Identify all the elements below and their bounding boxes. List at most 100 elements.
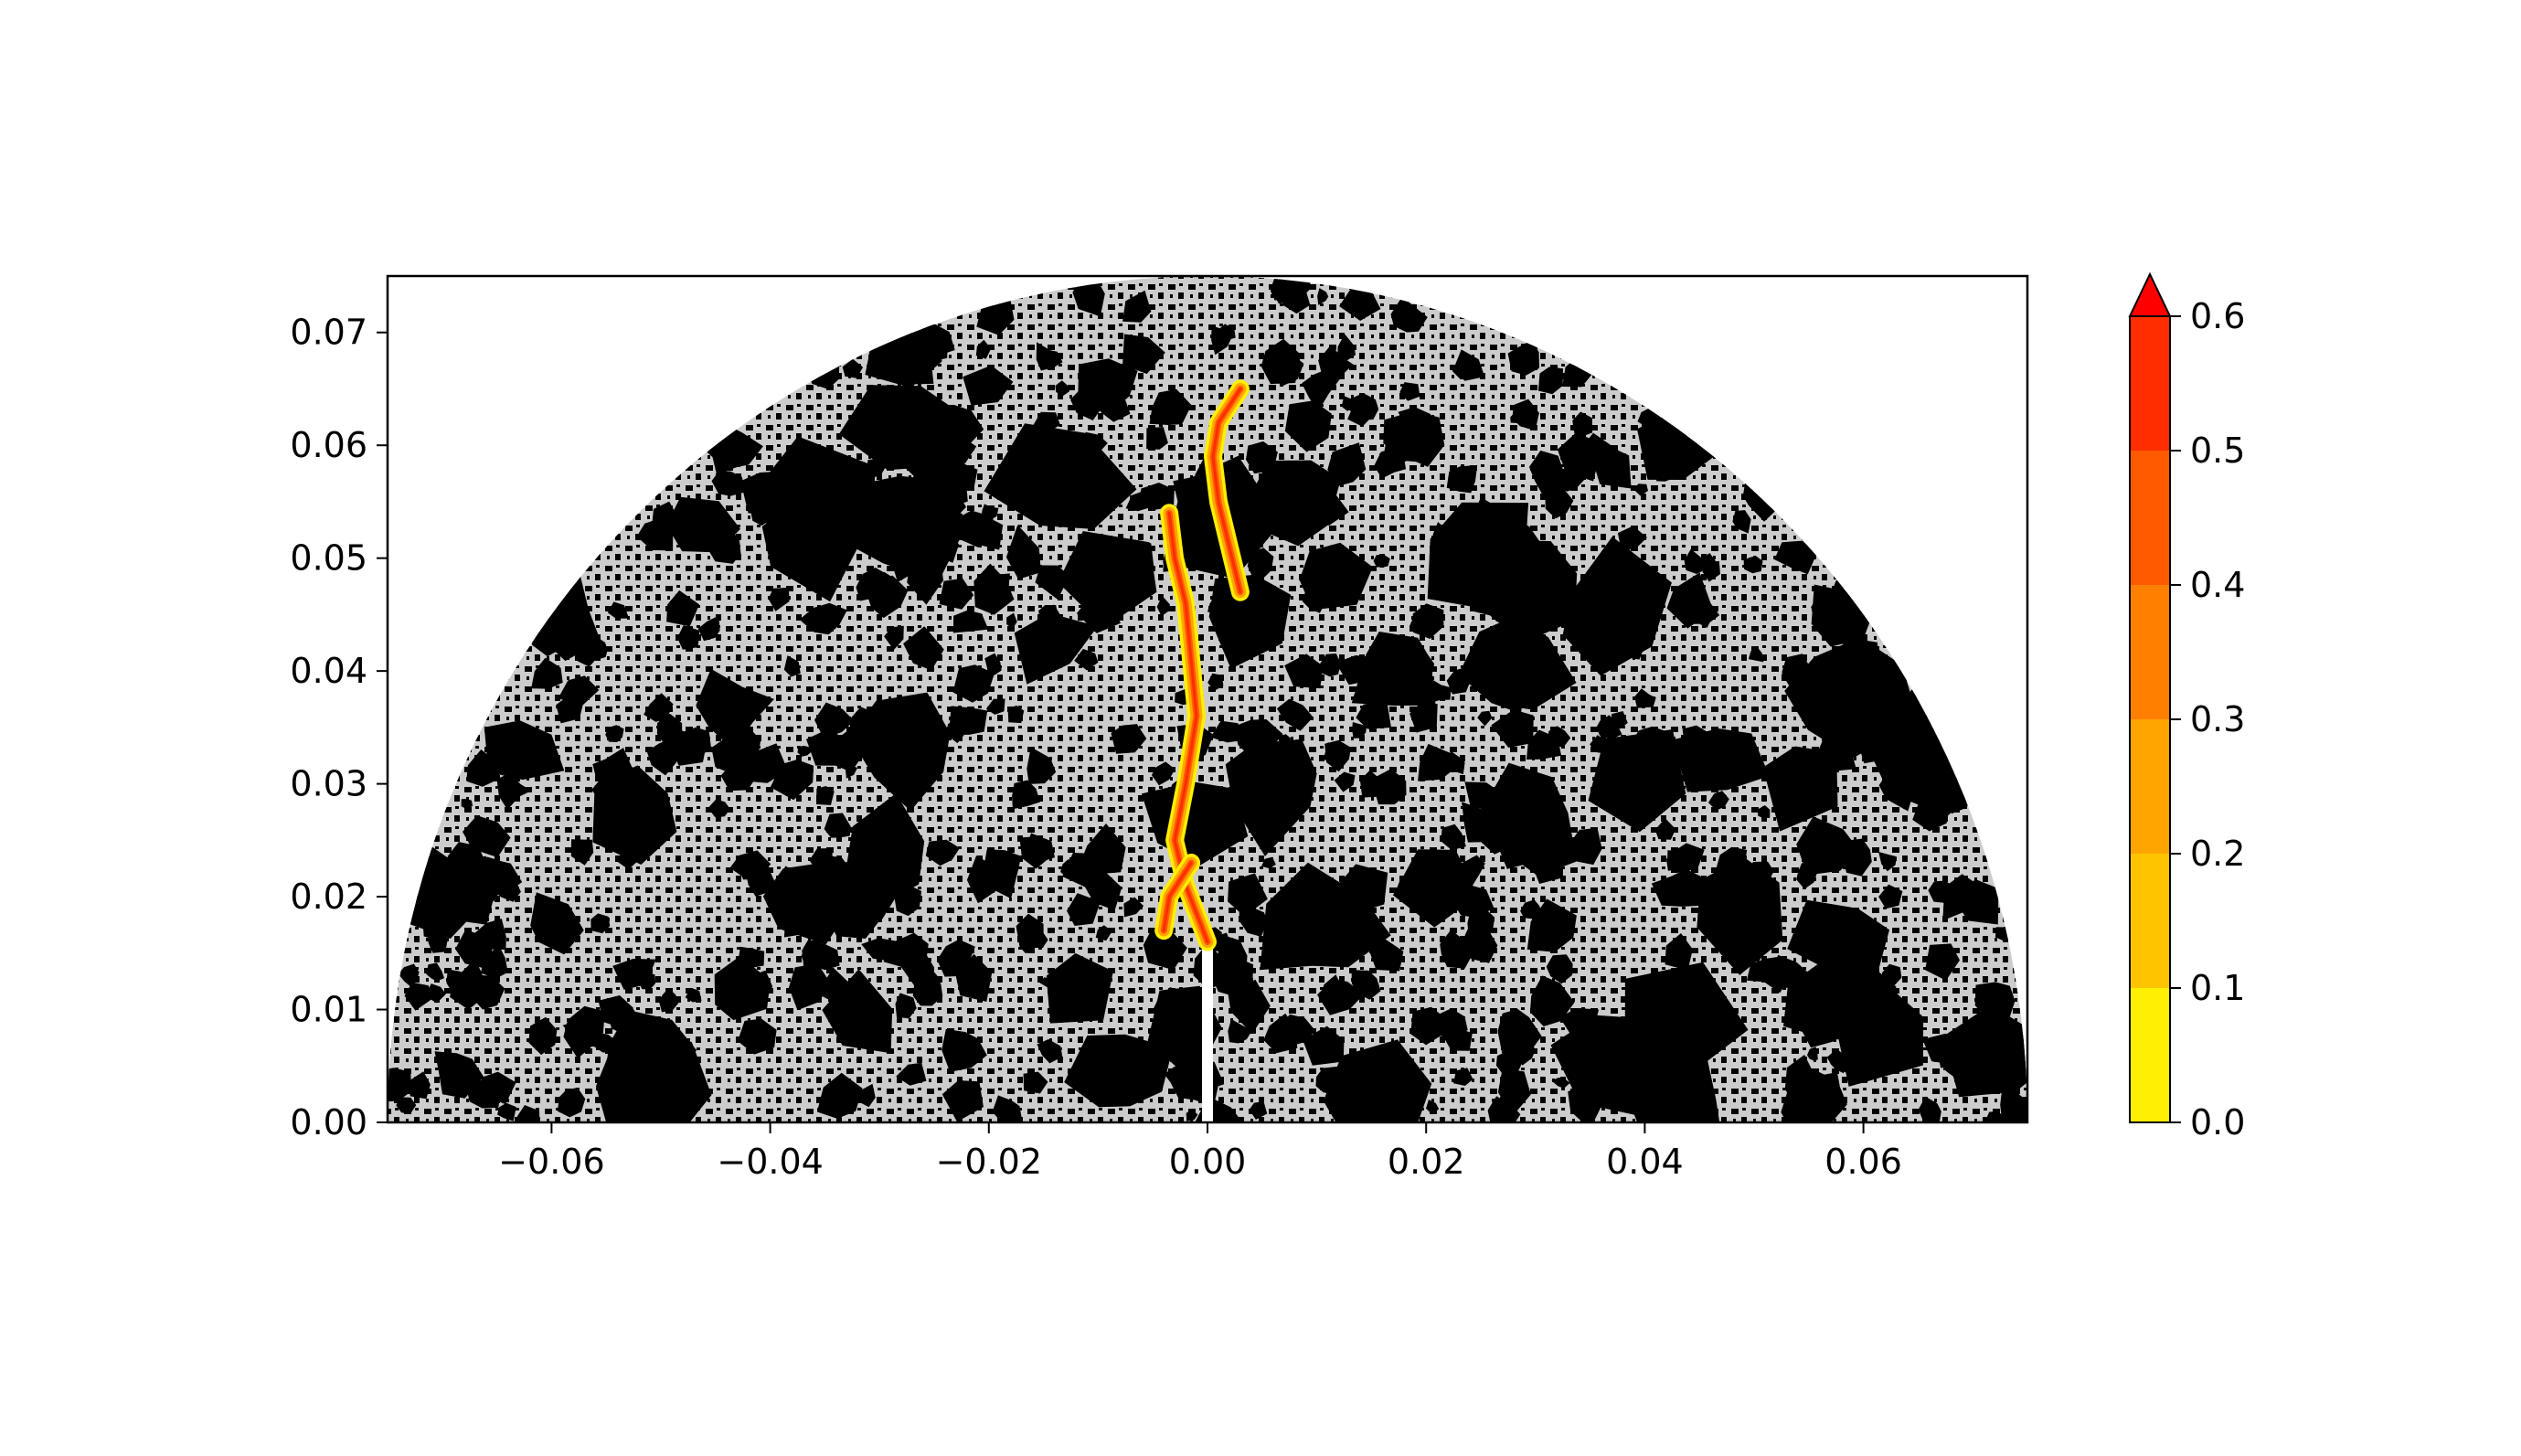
aggregate-particle bbox=[658, 988, 679, 1013]
aggregate-particle bbox=[1558, 467, 1585, 492]
aggregate-particle bbox=[1642, 1029, 1676, 1060]
aggregate-particle bbox=[1441, 824, 1466, 851]
aggregate-particle bbox=[807, 462, 827, 481]
aggregate-particle bbox=[952, 664, 995, 703]
aggregate-particle bbox=[1784, 1055, 1825, 1109]
aggregate-particle bbox=[481, 944, 508, 979]
colorbar-band bbox=[2130, 451, 2170, 585]
aggregate-particle bbox=[1035, 565, 1069, 600]
y-tick-label: 0.06 bbox=[290, 425, 367, 465]
aggregate-particle bbox=[1067, 893, 1101, 926]
aggregate-particle bbox=[1743, 556, 1763, 574]
aggregate-particle bbox=[1315, 1066, 1346, 1097]
aggregate-particle bbox=[1806, 844, 1830, 866]
aggregate-particle bbox=[446, 969, 472, 994]
aggregate-particle bbox=[1507, 340, 1539, 376]
aggregate-particle bbox=[833, 742, 860, 772]
aggregate-particle bbox=[1321, 974, 1345, 1005]
aggregate-particle bbox=[1985, 1111, 2006, 1122]
aggregate-particle bbox=[1520, 775, 1550, 801]
aggregate-particle bbox=[941, 1028, 987, 1072]
aggregate-particle bbox=[1530, 849, 1564, 884]
colorbar-band bbox=[2130, 316, 2170, 451]
aggregate-particle bbox=[1707, 791, 1729, 811]
aggregate-particle bbox=[992, 1095, 1023, 1122]
aggregate-particle bbox=[1249, 1100, 1268, 1120]
colorbar-tick-label: 0.5 bbox=[2190, 430, 2245, 471]
aggregate-particle bbox=[496, 772, 532, 810]
aggregate-particle bbox=[1617, 526, 1647, 553]
aggregate-particle bbox=[497, 1102, 516, 1121]
aggregate-particle bbox=[398, 963, 420, 988]
aggregate-particle bbox=[884, 625, 904, 651]
aggregate-particle bbox=[1867, 668, 1920, 749]
aggregate-particle bbox=[644, 693, 674, 722]
aggregate-particle bbox=[1358, 1087, 1377, 1101]
aggregate-particle bbox=[1816, 728, 1856, 772]
aggregate-particle bbox=[1023, 833, 1055, 863]
aggregate-particle bbox=[1832, 710, 1851, 731]
aggregate-particle bbox=[1487, 1096, 1521, 1122]
aggregate-particle bbox=[1432, 522, 1455, 557]
aggregate-particle bbox=[590, 913, 611, 934]
aggregate-particle bbox=[1696, 553, 1717, 569]
aggregate-particle bbox=[711, 470, 746, 496]
aggregate-particle bbox=[1351, 970, 1381, 1000]
aggregate-particle bbox=[531, 657, 563, 689]
aggregate-particle bbox=[1526, 729, 1562, 760]
y-tick-label: 0.03 bbox=[290, 764, 367, 804]
aggregate-particle bbox=[1005, 525, 1041, 579]
aggregate-particle bbox=[1409, 704, 1438, 733]
aggregate-particle bbox=[426, 962, 444, 982]
aggregate-particle bbox=[1181, 1035, 1205, 1061]
aggregate-particle bbox=[1038, 605, 1058, 628]
aggregate-particle bbox=[1367, 673, 1388, 693]
aggregate-particle bbox=[1942, 874, 1983, 921]
aggregate-particle bbox=[1247, 547, 1274, 586]
aggregate-particle bbox=[799, 602, 847, 635]
aggregate-particle bbox=[822, 969, 893, 1054]
aggregate-particle bbox=[1546, 954, 1573, 984]
aggregate-particle bbox=[797, 745, 813, 757]
aggregate-particle bbox=[1818, 940, 1861, 987]
x-tick-label: −0.06 bbox=[498, 1142, 604, 1182]
aggregate-particle bbox=[1596, 715, 1622, 740]
aggregate-particle bbox=[1390, 296, 1428, 333]
y-axis: 0.00 0.01 0.02 0.03 0.04 0.05 0.06 0.07 bbox=[290, 313, 388, 1142]
aggregate-particle bbox=[1712, 927, 1729, 949]
aggregate-particle bbox=[1035, 932, 1048, 949]
aggregate-particle bbox=[895, 993, 917, 1019]
aggregate-particle bbox=[1918, 1096, 1941, 1122]
aggregate-particle bbox=[981, 504, 999, 521]
aggregate-particle bbox=[1373, 769, 1407, 805]
crack-path-upper bbox=[1204, 379, 1250, 601]
aggregate-particle bbox=[1341, 396, 1354, 411]
aggregate-particle bbox=[1076, 595, 1121, 633]
aggregate-particle bbox=[1260, 862, 1391, 971]
aggregate-particle bbox=[1762, 746, 1838, 832]
aggregate-particle bbox=[1878, 884, 1903, 909]
aggregate-particle bbox=[461, 799, 473, 810]
x-tick-label: −0.04 bbox=[717, 1142, 823, 1182]
aggregate-particle bbox=[904, 439, 927, 462]
aggregate-particle bbox=[1228, 1018, 1252, 1044]
aggregate-particle bbox=[558, 675, 600, 706]
aggregate-particle bbox=[1537, 367, 1563, 395]
aggregate-particle bbox=[883, 932, 929, 969]
aggregate-particle bbox=[516, 566, 601, 662]
aggregate-particle bbox=[1837, 1049, 1858, 1075]
x-tick-label: 0.04 bbox=[1606, 1142, 1684, 1182]
aggregate-particle bbox=[1126, 1061, 1154, 1089]
aggregate-particle bbox=[1323, 742, 1348, 766]
aggregate-particle bbox=[896, 1062, 927, 1086]
aggregate-particle bbox=[941, 1080, 984, 1122]
notch bbox=[1202, 941, 1213, 1122]
aggregate-particle bbox=[1021, 936, 1034, 954]
aggregate-particle bbox=[666, 590, 700, 627]
aggregate-particle bbox=[783, 655, 801, 677]
aggregate-particle bbox=[466, 749, 500, 787]
aggregate-layer bbox=[388, 276, 2027, 1122]
aggregate-particle bbox=[1037, 1039, 1063, 1064]
aggregate-particle bbox=[455, 930, 493, 968]
aggregate-particle bbox=[1208, 954, 1254, 999]
